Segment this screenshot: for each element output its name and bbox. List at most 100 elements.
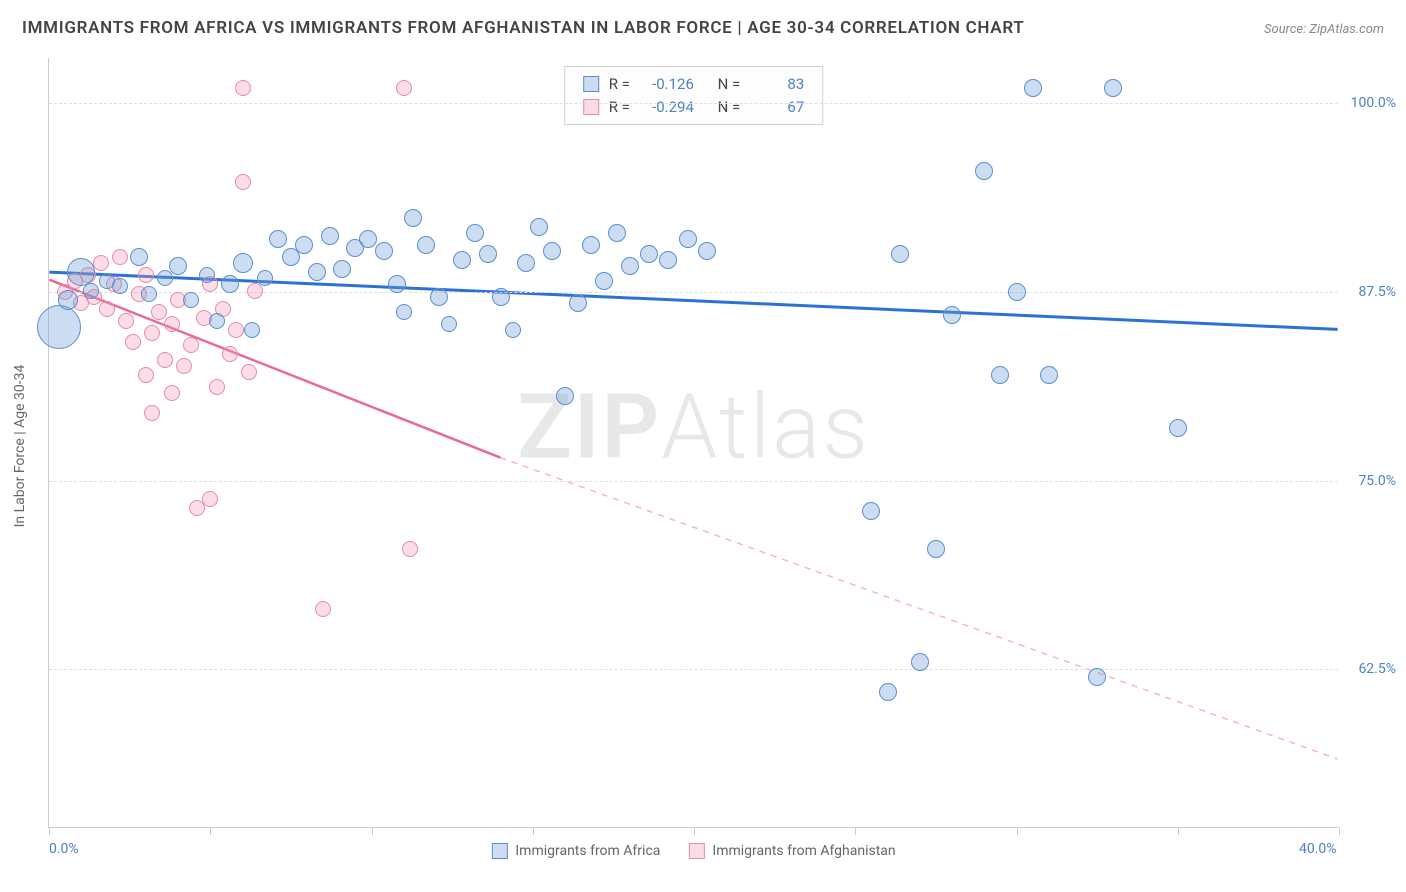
x-tick <box>372 827 373 835</box>
scatter-point-pink <box>144 405 160 421</box>
scatter-point-pink <box>315 601 331 617</box>
scatter-point-blue <box>517 254 535 272</box>
scatter-point-blue <box>417 236 435 254</box>
scatter-point-pink <box>164 385 180 401</box>
scatter-point-pink <box>138 267 154 283</box>
scatter-point-blue <box>404 209 422 227</box>
x-tick <box>49 827 50 835</box>
scatter-point-blue <box>530 218 548 236</box>
scatter-point-blue <box>492 288 510 306</box>
stats-row-series2: R = -0.294 N = 67 <box>583 96 805 119</box>
source-attribution: Source: ZipAtlas.com <box>1264 22 1384 37</box>
r-value-series1: -0.126 <box>640 73 694 96</box>
scatter-point-blue <box>569 294 587 312</box>
scatter-point-blue <box>943 306 961 324</box>
r-label: R = <box>609 73 630 96</box>
scatter-point-blue <box>169 257 187 275</box>
scatter-point-blue <box>1008 283 1026 301</box>
x-tick <box>855 827 856 835</box>
scatter-point-pink <box>164 316 180 332</box>
swatch-pink <box>583 99 599 115</box>
trend-line <box>49 280 500 458</box>
scatter-point-blue <box>1040 366 1058 384</box>
swatch-blue <box>491 843 507 859</box>
trend-line <box>500 458 1337 760</box>
scatter-point-pink <box>209 379 225 395</box>
scatter-point-blue <box>466 224 484 242</box>
scatter-point-blue <box>199 267 215 283</box>
scatter-point-blue <box>862 502 880 520</box>
scatter-point-blue <box>244 322 260 338</box>
y-tick-label: 87.5% <box>1358 284 1396 300</box>
gridline-h <box>49 292 1338 293</box>
swatch-pink <box>688 843 704 859</box>
scatter-point-blue <box>396 304 412 320</box>
r-value-series2: -0.294 <box>640 96 694 119</box>
scatter-point-blue <box>388 275 406 293</box>
swatch-blue <box>583 76 599 92</box>
scatter-point-pink <box>396 80 412 96</box>
scatter-point-blue <box>1088 668 1106 686</box>
gridline-h <box>49 669 1338 670</box>
stats-row-series1: R = -0.126 N = 83 <box>583 73 805 96</box>
scatter-point-blue <box>83 283 99 299</box>
y-axis-label: In Labor Force | Age 30-34 <box>12 365 28 528</box>
watermark-bold: ZIP <box>517 375 661 480</box>
stats-legend: R = -0.126 N = 83 R = -0.294 N = 67 <box>564 66 824 125</box>
scatter-point-pink <box>176 358 192 374</box>
scatter-point-pink <box>99 301 115 317</box>
scatter-point-blue <box>543 242 561 260</box>
scatter-point-blue <box>1024 79 1042 97</box>
scatter-point-blue <box>595 272 613 290</box>
scatter-point-blue <box>1169 419 1187 437</box>
watermark-light: Atlas <box>661 375 870 480</box>
scatter-point-blue <box>891 245 909 263</box>
x-tick <box>694 827 695 835</box>
scatter-point-blue <box>183 292 199 308</box>
scatter-point-blue <box>927 540 945 558</box>
scatter-point-blue <box>479 245 497 263</box>
scatter-point-pink <box>183 337 199 353</box>
scatter-point-blue <box>359 230 377 248</box>
scatter-point-blue <box>453 251 471 269</box>
scatter-point-blue <box>157 270 173 286</box>
scatter-point-blue <box>621 257 639 275</box>
scatter-point-pink <box>202 491 218 507</box>
x-tick <box>210 827 211 835</box>
scatter-point-blue <box>640 245 658 263</box>
x-tick <box>1178 827 1179 835</box>
chart-title: IMMIGRANTS FROM AFRICA VS IMMIGRANTS FRO… <box>22 18 1024 38</box>
scatter-point-blue <box>130 248 148 266</box>
scatter-point-blue <box>209 313 225 329</box>
r-label: R = <box>609 96 630 119</box>
scatter-point-blue <box>257 270 273 286</box>
chart-container: IMMIGRANTS FROM AFRICA VS IMMIGRANTS FRO… <box>0 0 1406 892</box>
scatter-point-blue <box>608 224 626 242</box>
scatter-point-pink <box>241 364 257 380</box>
scatter-point-blue <box>911 653 929 671</box>
y-tick-label: 100.0% <box>1351 95 1396 111</box>
scatter-point-blue <box>375 242 393 260</box>
scatter-point-blue <box>269 230 287 248</box>
scatter-point-pink <box>228 322 244 338</box>
scatter-point-blue <box>112 278 128 294</box>
n-value-series2: 67 <box>750 96 804 119</box>
scatter-point-blue <box>37 305 81 349</box>
scatter-point-pink <box>138 367 154 383</box>
y-tick-label: 75.0% <box>1358 473 1396 489</box>
x-legend-label-series1: Immigrants from Africa <box>515 843 660 859</box>
scatter-point-blue <box>505 322 521 338</box>
scatter-point-blue <box>679 230 697 248</box>
y-tick-label: 62.5% <box>1358 661 1396 677</box>
scatter-point-blue <box>991 366 1009 384</box>
n-value-series1: 83 <box>750 73 804 96</box>
scatter-point-pink <box>402 541 418 557</box>
scatter-point-blue <box>295 236 313 254</box>
x-legend: Immigrants from Africa Immigrants from A… <box>491 843 895 859</box>
x-legend-item-series1: Immigrants from Africa <box>491 843 660 859</box>
scatter-point-blue <box>141 286 157 302</box>
scatter-point-blue <box>556 387 574 405</box>
scatter-point-blue <box>975 162 993 180</box>
x-legend-label-series2: Immigrants from Afghanistan <box>712 843 895 859</box>
scatter-point-blue <box>321 227 339 245</box>
